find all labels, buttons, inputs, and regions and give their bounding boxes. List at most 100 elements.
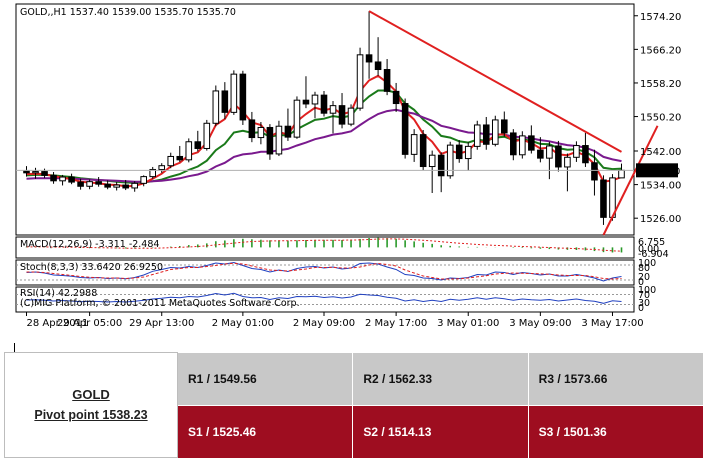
rsi-label: RSI(14) 42.2988 (20, 288, 97, 299)
bullish-candle-body (212, 90, 220, 124)
bullish-candle-body (131, 182, 138, 189)
bullish-candle-body (158, 165, 166, 170)
x-tick-label: 3 May 01:00 (437, 318, 499, 329)
rsi-scale-label: 100 (638, 285, 656, 296)
candle (347, 104, 355, 127)
chart-canvas: GOLD,,H1 1537.40 1539.00 1535.70 1535.70… (15, 3, 681, 329)
bullish-candle-body (464, 145, 472, 160)
bullish-candle-body (446, 144, 454, 177)
bullish-candle-body (185, 141, 193, 161)
price-chart: GOLD,,H1 1537.40 1539.00 1535.70 1535.70… (15, 3, 681, 329)
stoch-scale-label: 100 (638, 258, 656, 269)
bullish-candle-body (230, 73, 238, 113)
candle (528, 125, 535, 154)
bearish-candle-body (338, 105, 346, 125)
candle (383, 59, 391, 96)
rsi-panel: RSI(14) 42.2988(C)MIG Platform, © 2001-2… (16, 285, 656, 314)
macd-signal-line (26, 238, 622, 252)
macd-label: MACD(12,26,9) -3.311 -2.484 (20, 239, 159, 250)
candle (77, 178, 84, 190)
candle (464, 142, 472, 171)
s1-cell: S1 / 1525.46 (177, 404, 354, 458)
s2-cell: S2 / 1514.13 (352, 404, 529, 458)
bullish-candle-body (519, 135, 526, 156)
panel-frame (15, 3, 635, 236)
candle (356, 47, 364, 111)
x-tick-label: 3 May 09:00 (509, 318, 571, 329)
candle (257, 122, 265, 145)
candle (419, 130, 427, 171)
bullish-candle-body (347, 107, 355, 125)
platform-watermark: (C)MIG Platform, © 2001-2011 MetaQuotes … (20, 298, 300, 309)
candle (320, 90, 328, 117)
y-tick-label: 1574.20 (640, 12, 681, 23)
axes: 1574.20 1566.20 1558.20 1550.20 1542.00 1534.… (26, 12, 681, 329)
text-cursor-mark (14, 343, 15, 352)
bearish-candle-body (122, 184, 129, 189)
bullish-candle-body (203, 122, 211, 149)
y-tick-label: 1558.20 (640, 79, 681, 90)
bearish-candle-body (239, 73, 247, 121)
bearish-candle-body (320, 94, 328, 114)
candle (510, 129, 517, 161)
bearish-candle-body (23, 170, 30, 174)
bullish-candle-body (293, 99, 301, 138)
bullish-candle-body (257, 126, 265, 139)
candle (104, 180, 111, 190)
bearish-candle-body (374, 61, 382, 71)
candle (284, 108, 292, 141)
bearish-candle-body (365, 54, 373, 63)
pivot-symbol: GOLD (72, 387, 110, 402)
bullish-candle-body (275, 125, 283, 155)
bullish-candle-body (140, 176, 147, 184)
trendline (368, 10, 622, 153)
bearish-candle-body (555, 145, 562, 168)
bullish-candle-body (356, 54, 364, 109)
bullish-candle-body (473, 124, 481, 147)
candle (212, 85, 220, 127)
rsi-scale-label: 70 (638, 290, 650, 301)
stoch-label: Stoch(8,3,3) 33.6420 26.9250 (20, 262, 163, 273)
candle (555, 140, 562, 172)
bullish-candle-body (564, 156, 571, 168)
candle (392, 82, 400, 112)
candle (158, 163, 166, 173)
candle (149, 166, 157, 179)
candle (365, 11, 373, 79)
macd-scale-label: 6.755 (638, 237, 665, 248)
bullish-candle-body (573, 145, 580, 158)
candle (482, 116, 490, 150)
panel-frame (15, 236, 635, 259)
r3-cell: R3 / 1573.66 (528, 352, 705, 405)
bearish-candle-body (501, 119, 508, 134)
candle (50, 172, 57, 184)
bearish-candle-body (77, 181, 84, 187)
bearish-candle-body (537, 149, 544, 159)
candle (140, 175, 147, 187)
bearish-candle-body (302, 99, 310, 105)
bearish-candle-body (221, 90, 229, 113)
bearish-candle-body (176, 155, 184, 161)
bullish-candle-body (618, 169, 625, 179)
bearish-candle-body (68, 176, 75, 183)
candle (537, 137, 544, 163)
bearish-candle-body (600, 179, 607, 218)
trendline (602, 125, 659, 236)
candle (410, 129, 418, 162)
macd-scale-label: -6.904 (638, 249, 669, 260)
bullish-candle-body (491, 119, 499, 145)
bullish-candle-body (546, 145, 553, 159)
candle (86, 179, 93, 190)
candle (401, 98, 409, 159)
bullish-candle-body (113, 184, 120, 188)
candle (176, 145, 184, 162)
x-tick-label: 2 May 01:00 (212, 318, 274, 329)
bullish-candle-body (149, 168, 157, 178)
candle (185, 138, 193, 163)
pivot-summary-cell: GOLD Pivot point 1538.23 (4, 352, 178, 458)
candle (446, 141, 454, 179)
candle (311, 91, 319, 119)
candle (600, 175, 607, 225)
candle (194, 130, 202, 152)
